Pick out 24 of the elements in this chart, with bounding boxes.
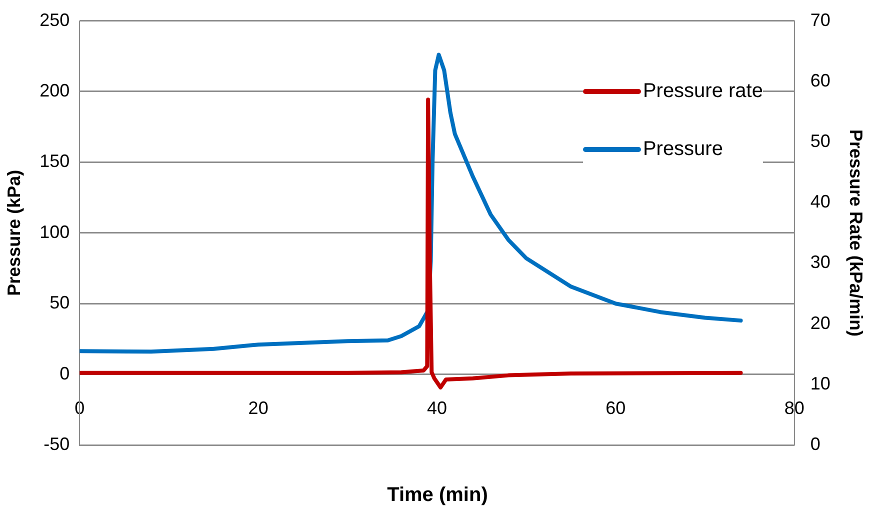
y2-tick-label: 30 <box>810 252 830 272</box>
y2-tick-label: 60 <box>810 70 830 90</box>
y-tick-label: 150 <box>40 151 70 172</box>
legend-label: Pressure <box>642 138 723 160</box>
y-tick-label: 50 <box>50 292 70 313</box>
legend-label: Pressure rate <box>642 80 763 102</box>
x-tick-label: 60 <box>606 398 626 418</box>
x-axis-title: Time (min) <box>386 484 489 507</box>
y2-tick-label: 10 <box>810 373 830 394</box>
y2-axis-title: Pressure Rate (kPa/min) <box>846 129 866 336</box>
y2-tick-label: 40 <box>810 192 830 212</box>
y-axis-title: Pressure (kPa) <box>4 170 24 296</box>
y2-tick-label: 50 <box>810 130 830 151</box>
x-tick-label: 40 <box>426 398 448 418</box>
y-tick-label: 100 <box>40 222 70 242</box>
y-tick-label: -50 <box>44 434 70 454</box>
y2-tick-label: 70 <box>810 10 830 30</box>
x-tick-label: 20 <box>248 398 268 418</box>
y-tick-label: 200 <box>40 80 70 100</box>
x-tick-label: 80 <box>784 398 804 418</box>
y2-tick-label: 20 <box>810 312 830 333</box>
y-tick-label: 250 <box>40 10 70 30</box>
y2-tick-label: 0 <box>810 434 820 454</box>
y-tick-label: 0 <box>60 363 70 384</box>
